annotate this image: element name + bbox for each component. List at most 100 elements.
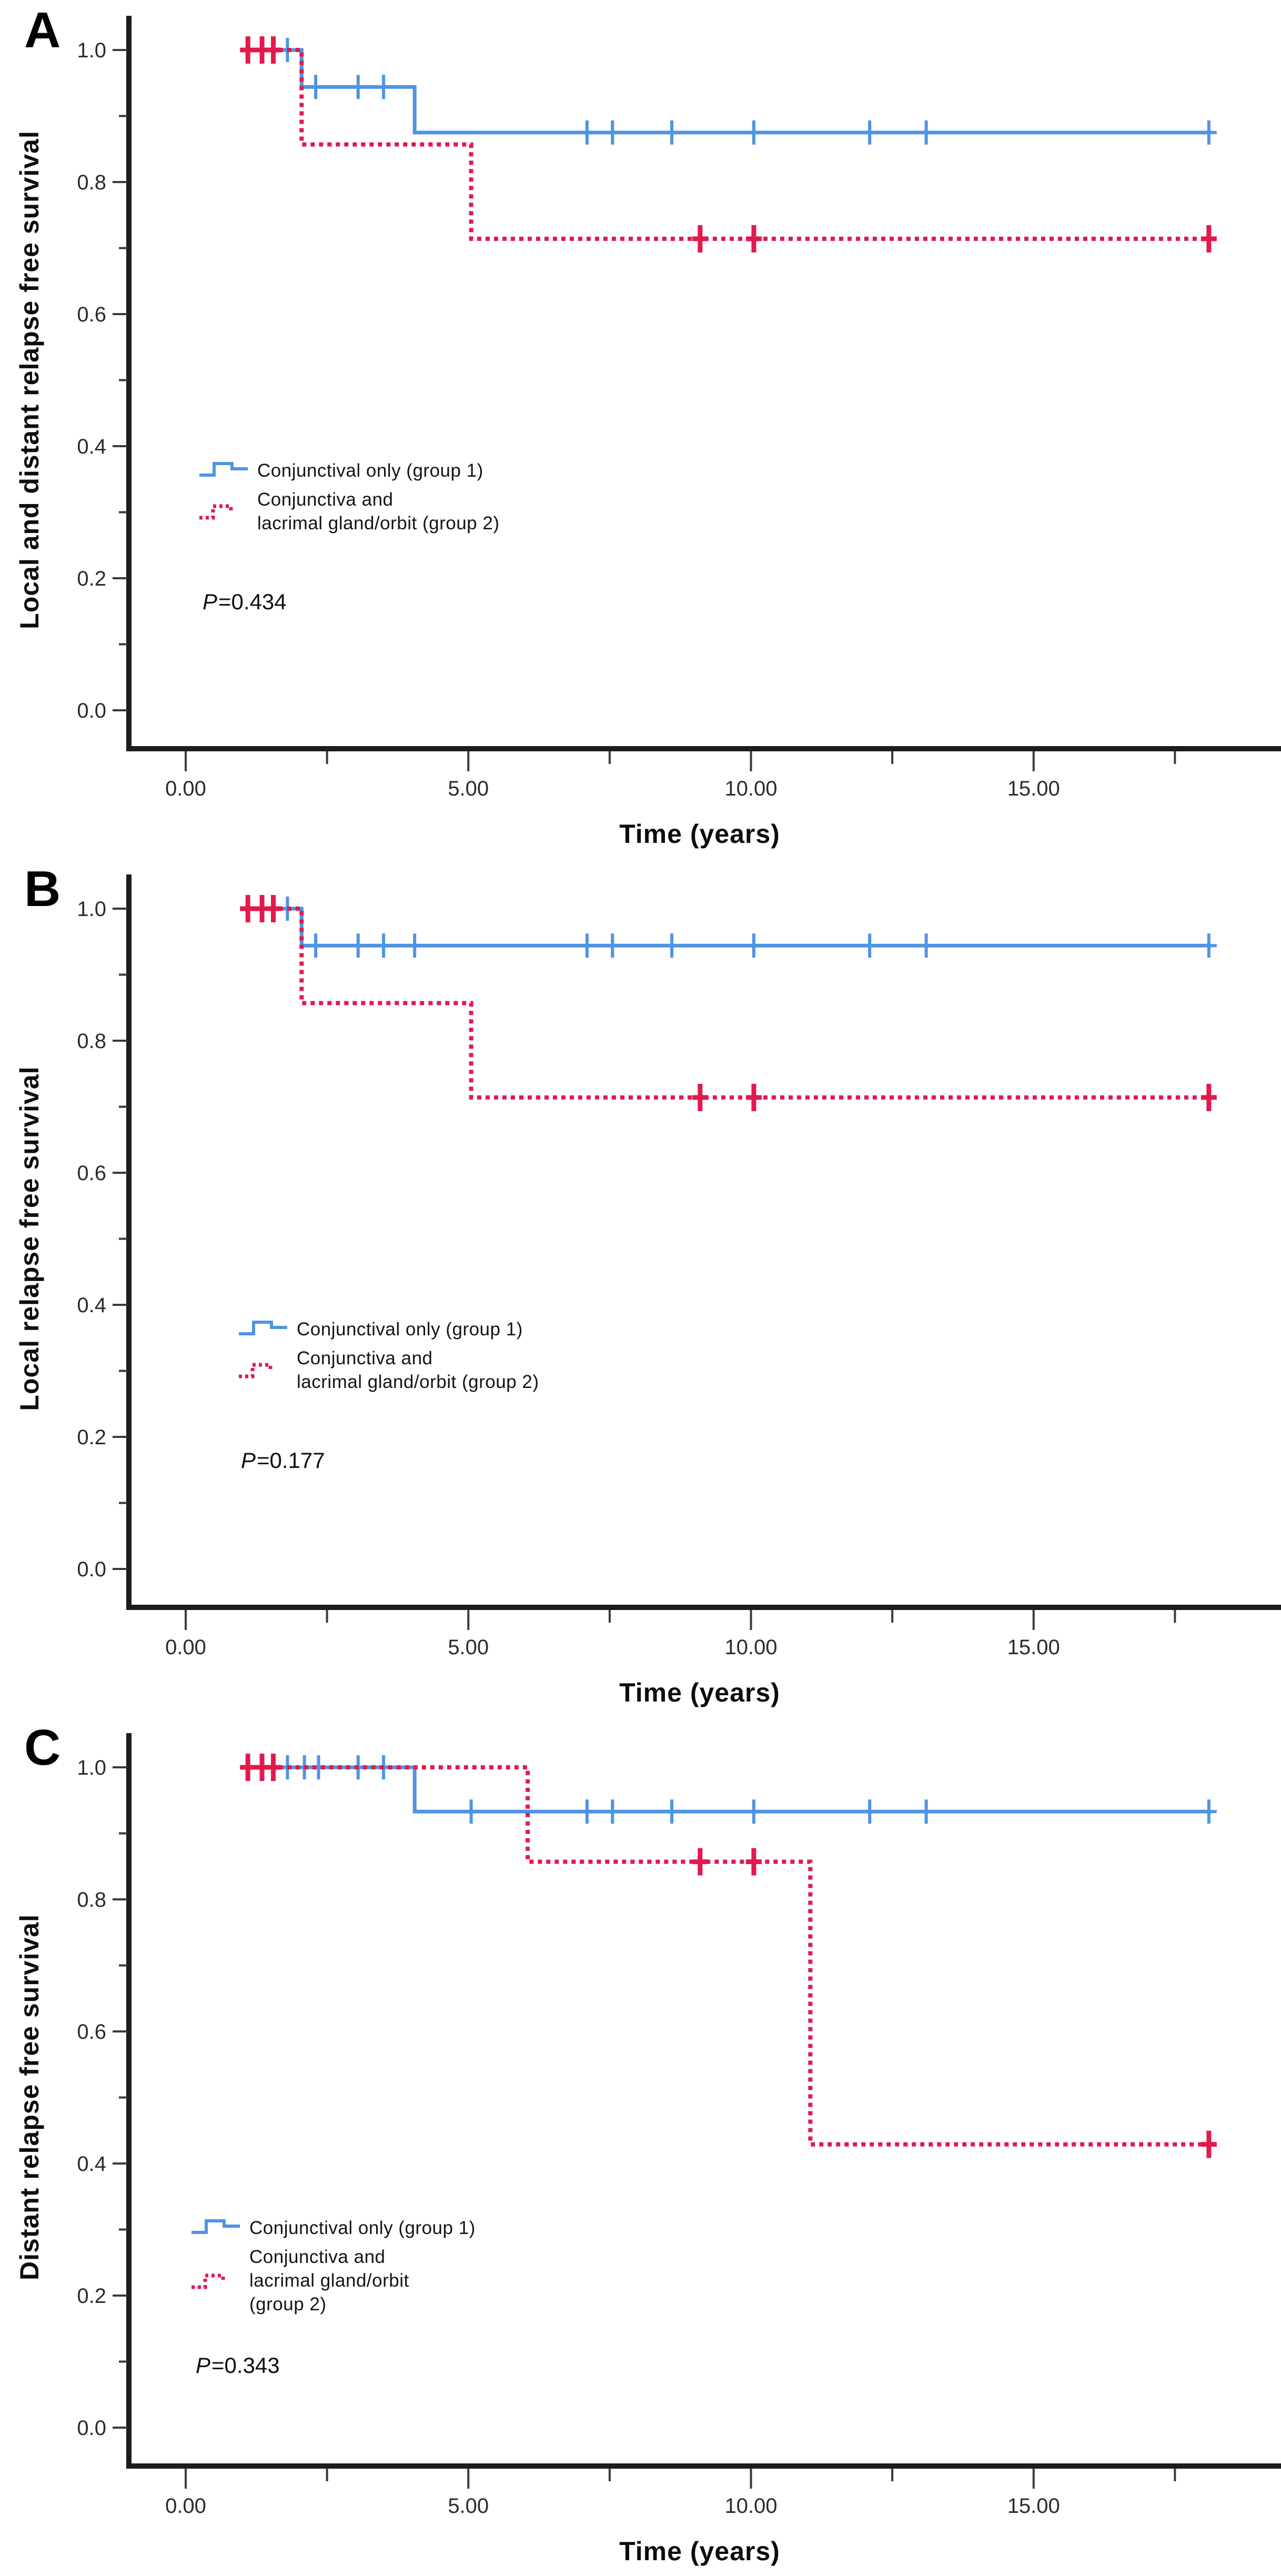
x-axis-line	[126, 746, 1281, 751]
x-tick-label: 10.00	[724, 1636, 777, 1659]
legend-glyph-group2	[239, 1363, 273, 1378]
survival-curve-group1	[245, 48, 1212, 135]
p-value-number: =0.434	[218, 589, 287, 614]
y-axis-title: Local and distant relapse free survival	[15, 130, 44, 629]
legend-label-group2: Conjunctiva and lacrimal gland/orbit (gro…	[257, 488, 499, 535]
legend-glyph-group1	[199, 461, 248, 477]
survival-curve-group1	[245, 1765, 1212, 1814]
p-value-symbol: P	[196, 2353, 211, 2378]
legend-label-line: Conjunctiva and	[297, 1348, 433, 1368]
y-tick-label: 0.4	[77, 2152, 106, 2176]
legend-glyph-group2	[199, 504, 233, 520]
survival-curve-group2	[245, 907, 1212, 1100]
legend-item-group1: Conjunctival only (group 1)	[189, 2216, 476, 2240]
legend-item-group2: Conjunctiva and lacrimal gland/orbit (gro…	[237, 1346, 539, 1394]
legend-glyph-group1	[191, 2219, 240, 2234]
x-tick-label: 0.00	[165, 777, 206, 800]
y-axis-line	[126, 874, 132, 1610]
x-tick-label: 5.00	[448, 2494, 489, 2518]
x-tick-label: 5.00	[448, 777, 489, 800]
survival-curve-group2	[245, 48, 1212, 241]
legend-label-line: lacrimal gland/orbit (group 2)	[297, 1372, 539, 1392]
p-value-number: =0.343	[211, 2353, 280, 2378]
y-tick-label: 1.0	[77, 39, 106, 62]
legend-label-group1: Conjunctival only (group 1)	[297, 1317, 523, 1341]
p-value-number: =0.177	[257, 1448, 325, 1473]
legend: Conjunctival only (group 1) Conjunctiva a…	[197, 459, 499, 535]
x-tick-label: 10.00	[724, 777, 777, 800]
legend-item-group1: Conjunctival only (group 1)	[197, 459, 499, 482]
legend-label-line: lacrimal gland/orbit (group 2)	[257, 513, 500, 534]
survival-plot-c: 1.0 0.8 0.6 0.4 0.2 0.0 0.00 5.00 10.00 15.00	[77, 1733, 1281, 2518]
panel-c: 1.0 0.8 0.6 0.4 0.2 0.0 0.00 5.00 10.00 15.00 C D…	[0, 1717, 1281, 2576]
y-tick-label: 1.0	[77, 898, 106, 921]
y-tick-label: 0.8	[77, 1888, 106, 1911]
legend: Conjunctival only (group 1) Conjunctiva a…	[237, 1317, 539, 1394]
survival-plot-b: 1.0 0.8 0.6 0.4 0.2 0.0 0.00 5.00 10.00 15.00	[77, 874, 1281, 1659]
p-value-label: P=0.343	[196, 2353, 280, 2378]
legend-glyph-line	[239, 1320, 287, 1335]
y-tick-label: 0.4	[77, 435, 106, 458]
y-tick-label: 0.0	[77, 2417, 106, 2440]
legend-item-group2: Conjunctiva and lacrimal gland/orbit (gro…	[197, 488, 499, 535]
legend-label-line: Conjunctival only (group 1)	[257, 460, 483, 481]
y-tick-label: 0.0	[77, 699, 106, 722]
p-value-label: P=0.434	[203, 589, 287, 615]
x-axis-title: Time (years)	[619, 1678, 780, 1707]
y-tick-label: 1.0	[77, 1756, 106, 1779]
legend-item-group2: Conjunctiva and lacrimal gland/orbit (grou…	[189, 2245, 476, 2316]
y-axis-line	[126, 16, 132, 751]
panel-letter: A	[24, 2, 61, 58]
p-value-symbol: P	[241, 1448, 256, 1473]
legend-label-group1: Conjunctival only (group 1)	[249, 2216, 476, 2240]
y-tick-label: 0.2	[77, 2285, 106, 2308]
x-axis-line	[126, 2463, 1281, 2469]
survival-plot-a: 1.0 0.8 0.6 0.4 0.2 0.0 0.00 5.00 10.00 15.00	[77, 16, 1281, 800]
x-tick-label: 0.00	[165, 1636, 206, 1659]
y-tick-label: 0.8	[77, 1030, 106, 1053]
y-tick-label: 0.4	[77, 1294, 106, 1317]
y-tick-label: 0.2	[77, 567, 106, 590]
panel-letter: C	[24, 1719, 61, 1776]
legend-glyph-line	[199, 461, 248, 477]
legend-glyph-line	[239, 1363, 273, 1378]
x-tick-label: 0.00	[165, 2494, 206, 2518]
legend-label-line: Conjunctival only (group 1)	[249, 2218, 476, 2238]
y-axis-line	[126, 1733, 132, 2469]
legend-label-line: Conjunctival only (group 1)	[297, 1319, 523, 1340]
x-axis-title: Time (years)	[619, 819, 780, 849]
p-value-symbol: P	[203, 589, 218, 614]
x-axis-line	[126, 1605, 1281, 1610]
x-tick-label: 10.00	[724, 2494, 777, 2518]
y-tick-label: 0.8	[77, 171, 106, 194]
legend-glyph-line	[191, 2219, 240, 2234]
y-axis-title: Local relapse free survival	[15, 1066, 44, 1411]
p-value-label: P=0.177	[241, 1448, 325, 1473]
legend: Conjunctival only (group 1) Conjunctiva a…	[189, 2216, 476, 2316]
y-axis-title: Distant relapse free survival	[15, 1914, 44, 2280]
legend-label-group1: Conjunctival only (group 1)	[257, 459, 483, 482]
legend-item-group1: Conjunctival only (group 1)	[237, 1317, 539, 1341]
legend-glyph-group1	[239, 1320, 287, 1335]
panel-b: 1.0 0.8 0.6 0.4 0.2 0.0 0.00 5.00 10.00 15.00 B L…	[0, 859, 1281, 1717]
legend-label-line: Conjunctiva and	[249, 2247, 386, 2267]
legend-glyph-group2	[191, 2273, 225, 2289]
legend-label-line: lacrimal gland/orbit	[249, 2270, 409, 2291]
x-tick-label: 15.00	[1007, 2494, 1060, 2518]
survival-curve-group2	[245, 1765, 1212, 2147]
legend-glyph-line	[191, 2273, 225, 2289]
survival-curve-group1	[245, 907, 1212, 948]
y-tick-label: 0.6	[77, 1162, 106, 1185]
legend-label-line: Conjunctiva and	[257, 489, 394, 510]
x-axis-title: Time (years)	[619, 2537, 780, 2566]
y-tick-label: 0.6	[77, 2020, 106, 2044]
y-tick-label: 0.2	[77, 1426, 106, 1449]
legend-label-group2: Conjunctiva and lacrimal gland/orbit (gro…	[297, 1346, 539, 1394]
panel-letter: B	[24, 861, 61, 917]
x-tick-label: 15.00	[1007, 777, 1060, 800]
panel-a: 1.0 0.8 0.6 0.4 0.2 0.0 0.00 5.00 10.00 15.00 A L…	[0, 0, 1281, 859]
legend-glyph-line	[199, 504, 233, 520]
x-tick-label: 15.00	[1007, 1636, 1060, 1659]
legend-label-line: (group 2)	[249, 2294, 327, 2315]
